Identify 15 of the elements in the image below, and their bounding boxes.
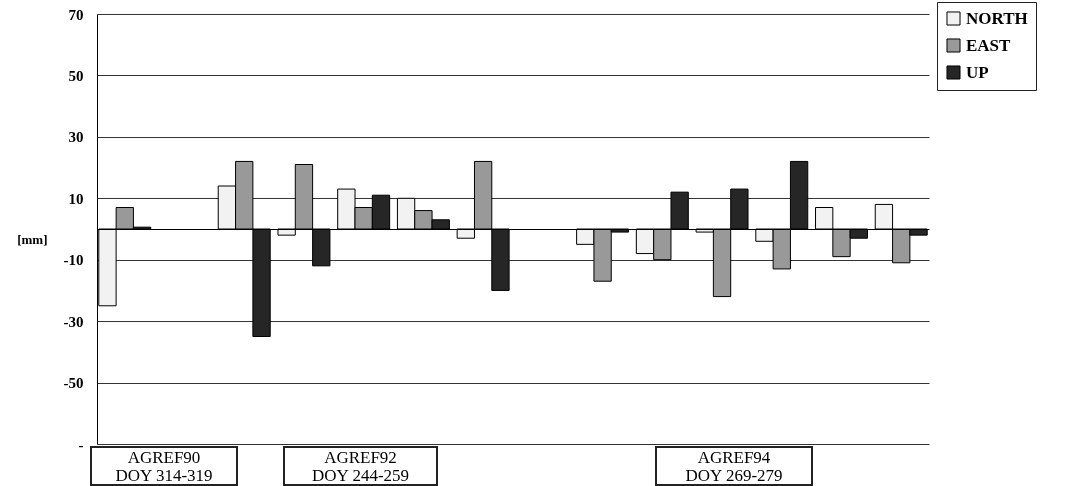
y-tick-label: -30: [63, 313, 84, 330]
y-tick-label: 10: [68, 190, 84, 207]
y-tick-label: 50: [68, 67, 84, 84]
y-tick-label: 30: [68, 129, 84, 146]
y-tick-label: -: [78, 436, 84, 453]
text: AGREF90 DOY 314-319: [90, 446, 238, 486]
y-tick-label: 70: [68, 6, 84, 23]
legend-label: NORTH: [966, 8, 1028, 28]
text: AGREF94 DOY 269-279: [655, 446, 813, 486]
legend-label: EAST: [966, 35, 1012, 55]
y-axis-title: [mm]: [17, 231, 48, 247]
y-tick-label: -10: [63, 252, 84, 269]
text: AGREF92 DOY 244-259: [283, 446, 438, 486]
legend-label: UP: [966, 62, 989, 82]
y-tick-label: -50: [63, 375, 84, 392]
